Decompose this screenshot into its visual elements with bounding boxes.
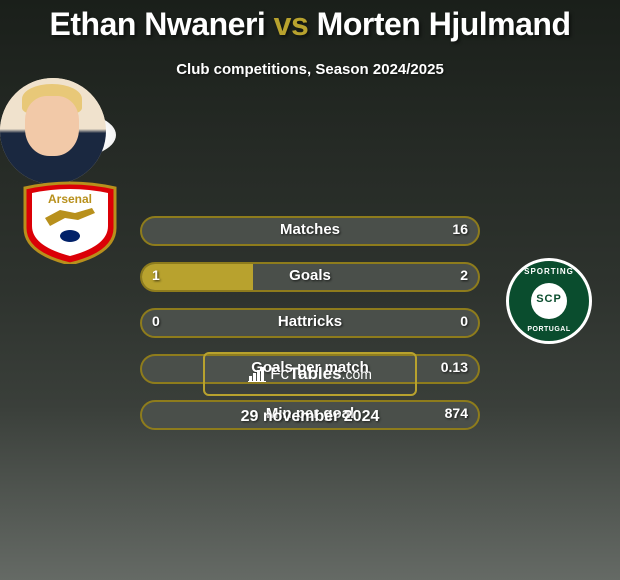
- stat-value-right: 2: [460, 267, 468, 283]
- stat-value-left: 0: [152, 313, 160, 329]
- player2-name: Morten Hjulmand: [317, 6, 571, 42]
- brand-fc: Fc: [270, 364, 289, 383]
- stat-label: Goals: [142, 267, 478, 284]
- brand-box: FcTables.com: [203, 352, 417, 396]
- stat-row: Matches16: [140, 216, 480, 246]
- stat-value-right: 0.13: [441, 359, 468, 375]
- subtitle-text: Club competitions, Season 2024/2025: [0, 61, 620, 78]
- stat-label: Matches: [142, 221, 478, 238]
- brand-com: .com: [342, 366, 372, 382]
- chart-icon: [248, 366, 266, 382]
- stat-row: Hattricks0 0: [140, 308, 480, 338]
- player2-avatar: [0, 78, 106, 184]
- comparison-title: Ethan Nwaneri vs Morten Hjulmand: [0, 0, 620, 43]
- player1-name: Ethan Nwaneri: [50, 6, 266, 42]
- stat-row: Goals1 2: [140, 262, 480, 292]
- svg-text:Arsenal: Arsenal: [48, 192, 92, 206]
- stat-value-left: 1: [152, 267, 160, 283]
- date-text: 29 november 2024: [0, 408, 620, 426]
- stat-label: Hattricks: [142, 313, 478, 330]
- stat-value-right: 16: [452, 221, 468, 237]
- vs-text: vs: [274, 6, 309, 42]
- stat-value-right: 0: [460, 313, 468, 329]
- brand-tables: Tables: [289, 364, 342, 383]
- brand-text: FcTables.com: [270, 364, 372, 384]
